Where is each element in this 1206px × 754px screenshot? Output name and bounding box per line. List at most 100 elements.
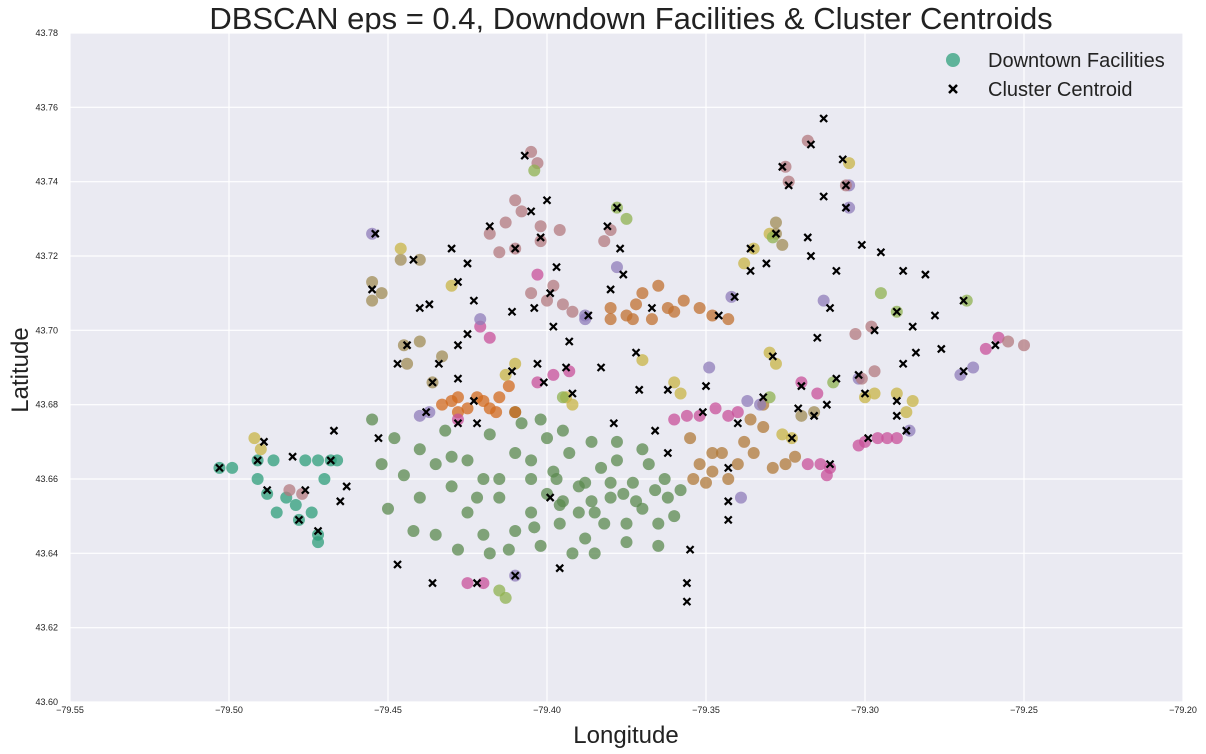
y-tick-label: 43.78 (35, 28, 58, 38)
centroid-marker (860, 389, 870, 398)
x-tick-label: −79.55 (56, 705, 84, 715)
facility-point (445, 279, 458, 292)
centroid-marker (367, 285, 377, 294)
facility-point (388, 432, 401, 445)
x-tick-label: −79.30 (851, 705, 879, 715)
centroid-marker (619, 270, 628, 279)
facility-point (445, 450, 458, 463)
facility-point (312, 454, 325, 467)
facility-point (610, 435, 623, 448)
centroid-marker (472, 418, 482, 428)
facility-point (585, 495, 598, 508)
centroid-marker (771, 229, 781, 238)
centroid-marker (841, 203, 851, 212)
centroid-marker (301, 485, 310, 495)
centroid-marker (615, 244, 625, 253)
centroid-marker (806, 251, 816, 261)
facility-point (366, 227, 379, 240)
facility-point (509, 525, 522, 538)
facility-point (413, 335, 426, 348)
facility-point (706, 309, 719, 322)
centroid-marker (510, 244, 520, 253)
facility-point (738, 435, 751, 448)
centroid-marker (631, 348, 641, 357)
centroid-marker (421, 407, 431, 417)
facility-point (477, 528, 490, 541)
facility-point (477, 577, 490, 590)
centroid-marker (428, 378, 437, 387)
facility-point (757, 420, 770, 433)
facility-point (493, 473, 506, 485)
centroid-marker (549, 322, 558, 331)
facility-point (769, 357, 782, 370)
centroid-marker (374, 433, 383, 443)
facility-point (677, 294, 690, 307)
facility-point (661, 491, 674, 504)
facility-point (534, 220, 547, 233)
centroid-marker (545, 493, 555, 502)
centroid-marker (561, 363, 571, 372)
facility-point (598, 235, 611, 248)
facility-point (630, 298, 643, 311)
facility-point (588, 506, 601, 519)
facility-point (493, 491, 506, 504)
centroid-marker (825, 303, 835, 313)
facility-point (636, 443, 649, 456)
centroid-marker (606, 285, 615, 294)
y-tick-label: 43.62 (35, 623, 58, 633)
facility-point (525, 145, 538, 158)
facility-point (483, 428, 496, 441)
centroid-marker (463, 259, 472, 268)
facility-point (674, 484, 687, 497)
facility-point (789, 450, 802, 463)
facility-point (509, 194, 522, 207)
centroid-marker (453, 277, 463, 287)
facility-point (763, 391, 776, 404)
facility-point (525, 473, 538, 485)
facility-point (620, 212, 633, 225)
facility-point (566, 547, 579, 560)
facility-point (722, 473, 735, 485)
centroid-marker (803, 233, 813, 242)
facility-point (461, 506, 474, 519)
centroid-marker (819, 192, 828, 201)
centroid-marker (603, 221, 612, 231)
centroid-marker (746, 244, 755, 253)
centroid-marker (425, 300, 434, 309)
x-axis-label: Longitude (573, 722, 678, 749)
facility-point (649, 484, 662, 497)
facility-point (429, 458, 442, 471)
facility-point (636, 287, 649, 300)
facility-point (620, 536, 633, 549)
facility-point (709, 402, 722, 415)
facility-point (598, 517, 611, 530)
centroid-marker (469, 296, 479, 305)
x-tick-label: −79.20 (1169, 705, 1197, 715)
centroid-marker (434, 359, 444, 369)
centroid-marker (723, 497, 733, 506)
centroid-marker (911, 348, 921, 357)
legend-centroid-marker (948, 84, 958, 94)
facility-point (595, 461, 608, 474)
facility-point (534, 413, 547, 426)
centroid-marker (723, 463, 733, 473)
centroid-marker (787, 433, 797, 443)
facility-point (531, 268, 544, 281)
facility-point (668, 376, 681, 389)
y-tick-label: 43.60 (35, 697, 58, 707)
facility-point (499, 368, 512, 381)
facility-point (610, 261, 623, 274)
facility-point (515, 205, 528, 218)
facility-point (890, 432, 903, 445)
centroid-marker (634, 385, 644, 395)
facility-point (471, 491, 484, 504)
facility-point (566, 305, 579, 318)
facility-point (979, 342, 992, 355)
facility-point (477, 473, 490, 485)
facility-point (741, 394, 754, 407)
facility-point (531, 376, 544, 389)
centroid-marker (326, 456, 336, 465)
facility-point (652, 517, 665, 530)
facility-point (700, 476, 712, 489)
centroid-marker (723, 515, 733, 525)
